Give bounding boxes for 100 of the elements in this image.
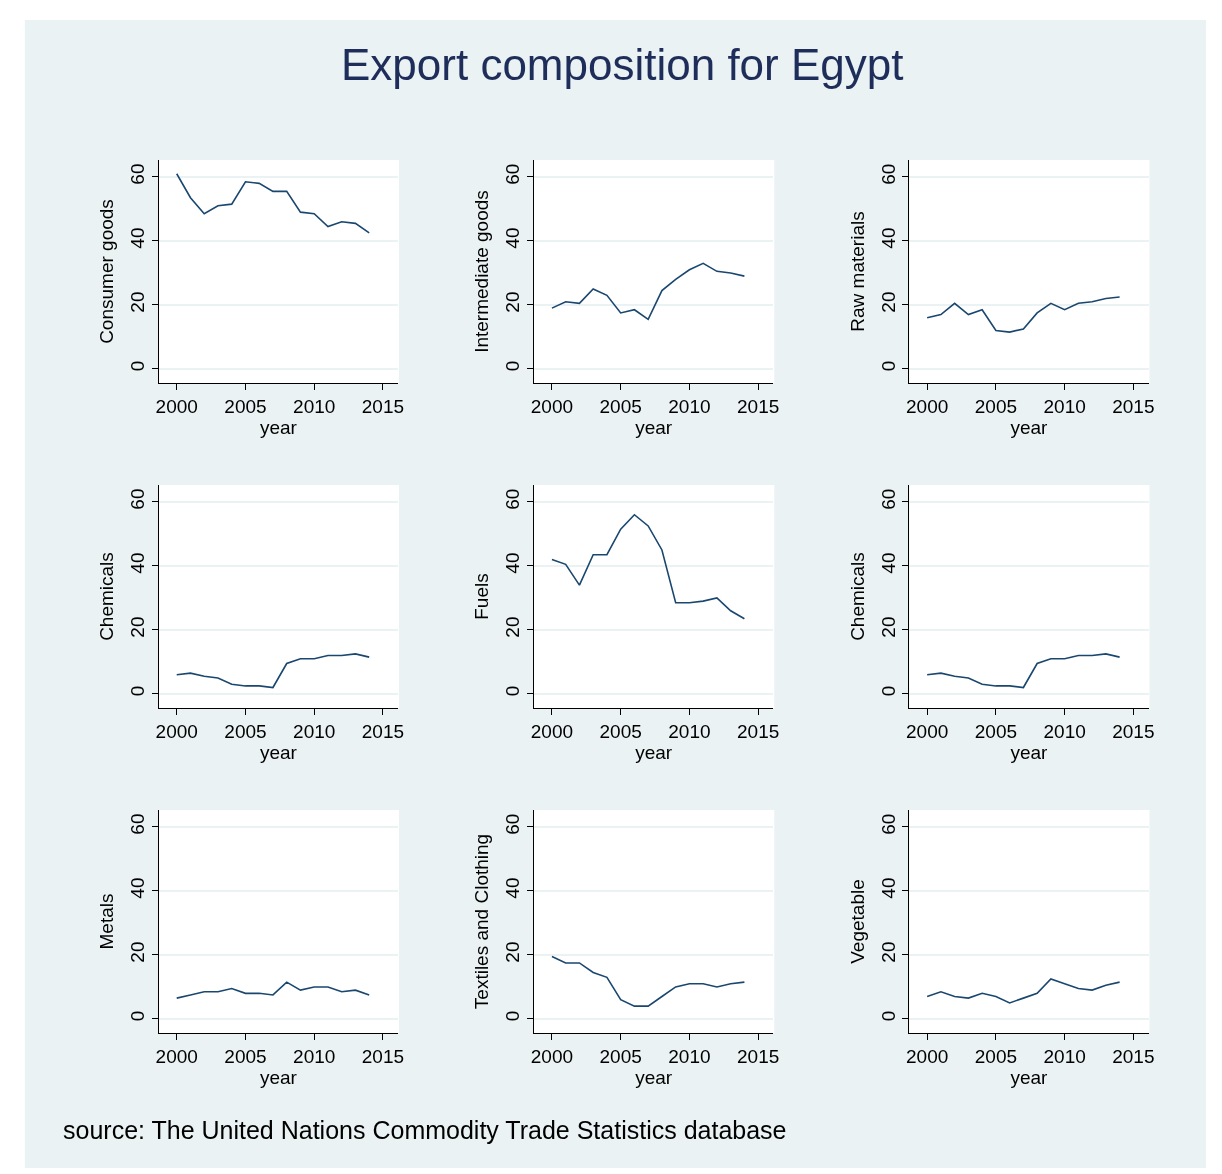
x-tick-label: 2000 [530, 395, 574, 417]
x-axis-title: year [259, 741, 298, 763]
x-tick-label: 2015 [1112, 720, 1155, 742]
x-tick-label: 2015 [361, 720, 405, 742]
x-tick-label: 2015 [737, 395, 780, 417]
y-tick-label: 40 [127, 877, 149, 899]
x-tick-label: 2015 [737, 1045, 780, 1067]
y-tick-label: 40 [502, 552, 524, 574]
y-tick-label: 0 [877, 360, 899, 372]
y-tick-label: 0 [502, 360, 524, 372]
x-tick-label: 2010 [668, 1045, 711, 1067]
x-tick-label: 2005 [974, 395, 1018, 417]
x-tick-label: 2015 [1112, 395, 1155, 417]
y-tick-label: 20 [877, 291, 899, 313]
y-axis-title: Intermediate goods [471, 190, 493, 353]
y-tick-label: 0 [502, 1010, 524, 1022]
y-axis-title: Raw materials [846, 211, 868, 332]
y-tick-label: 60 [502, 488, 524, 510]
y-tick-label: 60 [502, 163, 524, 185]
y-tick-label: 20 [127, 616, 149, 638]
line-series [551, 262, 746, 321]
x-tick-label: 2010 [1043, 1045, 1086, 1067]
y-axis-title: Chemicals [96, 552, 118, 641]
line-series [175, 172, 370, 234]
y-tick-label: 60 [502, 813, 524, 835]
x-tick-label: 2000 [906, 395, 949, 417]
line-series [551, 955, 746, 1007]
y-tick-label: 40 [127, 552, 149, 574]
line-series [926, 653, 1121, 689]
y-tick-label: 60 [877, 813, 899, 835]
source-note: source: The United Nations Commodity Trade Statistics database [63, 1116, 787, 1144]
y-axis-title: Metals [96, 893, 118, 950]
y-tick-label: 40 [502, 877, 524, 899]
x-tick-label: 2010 [1043, 720, 1086, 742]
line-series [926, 296, 1121, 333]
y-tick-label: 0 [127, 685, 149, 697]
y-tick-label: 60 [127, 163, 149, 185]
y-tick-label: 0 [127, 1010, 149, 1022]
x-tick-label: 2005 [599, 720, 642, 742]
x-tick-label: 2000 [155, 395, 198, 417]
x-tick-label: 2010 [668, 395, 711, 417]
line-series [551, 513, 746, 620]
x-tick-label: 2015 [361, 1045, 405, 1067]
x-axis-title: year [635, 416, 673, 438]
y-tick-label: 20 [502, 941, 524, 963]
x-tick-label: 2005 [974, 720, 1018, 742]
x-tick-label: 2000 [530, 1045, 574, 1067]
y-tick-label: 0 [877, 1010, 899, 1022]
y-tick-label: 20 [127, 291, 149, 313]
y-tick-label: 0 [877, 685, 899, 697]
line-series [175, 653, 370, 689]
x-tick-label: 2015 [1112, 1045, 1155, 1067]
x-tick-label: 2000 [906, 720, 949, 742]
y-tick-label: 60 [877, 488, 899, 510]
x-axis-title: year [635, 1066, 673, 1088]
y-tick-label: 40 [127, 227, 149, 249]
y-tick-label: 40 [502, 227, 524, 249]
y-tick-label: 0 [502, 685, 524, 697]
line-series [175, 981, 370, 999]
x-tick-label: 2015 [361, 395, 405, 417]
y-axis-title: Vegetable [846, 879, 868, 964]
x-axis-title: year [635, 741, 673, 763]
x-axis-title: year [259, 416, 298, 438]
x-axis-title: year [259, 1066, 298, 1088]
y-tick-label: 20 [127, 941, 149, 963]
y-axis-title: Textiles and Clothing [471, 833, 493, 1010]
y-tick-label: 20 [877, 616, 899, 638]
y-tick-label: 20 [502, 616, 524, 638]
x-tick-label: 2005 [599, 1045, 642, 1067]
x-tick-label: 2010 [1043, 395, 1086, 417]
x-tick-label: 2005 [224, 1045, 267, 1067]
x-tick-label: 2000 [155, 1045, 198, 1067]
y-tick-label: 40 [877, 227, 899, 249]
x-tick-label: 2010 [293, 720, 336, 742]
y-tick-label: 60 [127, 488, 149, 510]
x-tick-label: 2010 [668, 720, 711, 742]
y-axis-title: Consumer goods [96, 199, 118, 344]
y-axis-title: Fuels [471, 573, 493, 620]
y-tick-label: 0 [127, 360, 149, 372]
line-series [926, 978, 1121, 1004]
x-tick-label: 2000 [906, 1045, 949, 1067]
x-tick-label: 2010 [293, 395, 336, 417]
y-tick-label: 60 [877, 163, 899, 185]
x-axis-title: year [1010, 1066, 1049, 1088]
y-tick-label: 40 [877, 877, 899, 899]
x-axis-title: year [1010, 741, 1049, 763]
x-tick-label: 2015 [737, 720, 780, 742]
x-axis-title: year [1010, 416, 1049, 438]
x-tick-label: 2005 [974, 1045, 1018, 1067]
y-axis-title: Chemicals [846, 552, 868, 641]
y-tick-label: 20 [877, 941, 899, 963]
x-tick-label: 2010 [293, 1045, 336, 1067]
x-tick-label: 2005 [599, 395, 642, 417]
x-tick-label: 2005 [224, 720, 267, 742]
text: Export composition for Egypt [341, 40, 904, 89]
x-tick-label: 2000 [530, 720, 574, 742]
y-tick-label: 20 [502, 291, 524, 313]
x-tick-label: 2005 [224, 395, 267, 417]
x-tick-label: 2000 [155, 720, 198, 742]
y-tick-label: 60 [127, 813, 149, 835]
